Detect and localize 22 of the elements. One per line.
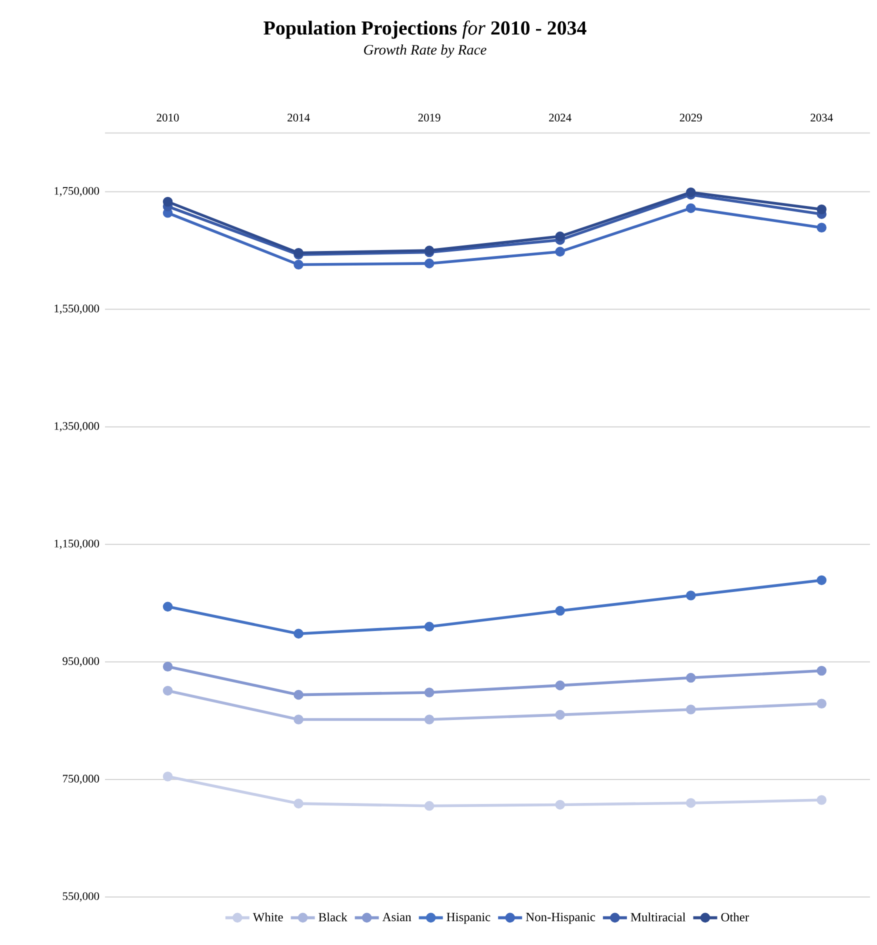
legend-label: Multiracial — [630, 912, 686, 922]
x-tick-label: 2019 — [418, 114, 440, 122]
y-tick-label: 1,750,000 — [54, 187, 100, 196]
y-tick-label: 550,000 — [62, 892, 100, 902]
legend-label: White — [252, 912, 283, 922]
x-tick-label: 2034 — [810, 114, 833, 122]
chart-subtitle: Growth Rate by Race — [364, 44, 486, 58]
legend-label: Black — [318, 912, 348, 922]
y-tick-label: 750,000 — [62, 774, 100, 784]
x-tick-label: 2010 — [156, 114, 179, 122]
x-tick-label: 2014 — [288, 114, 310, 122]
x-tick-label: 2029 — [680, 114, 702, 122]
legend-label: Hispanic — [446, 912, 490, 924]
chart-title: Population Projections for 2010 - 2034 — [264, 20, 586, 39]
legend-label: Non-Hispanic — [526, 912, 596, 924]
y-tick-label: 1,150,000 — [54, 540, 100, 550]
x-tick-label: 2024 — [549, 114, 572, 122]
y-tick-label: 950,000 — [62, 657, 100, 667]
y-tick-label: 1,350,000 — [54, 422, 100, 432]
legend-label: Asian — [382, 912, 412, 922]
legend-label: Other — [721, 912, 749, 922]
y-tick-label: 1,550,000 — [54, 304, 100, 314]
